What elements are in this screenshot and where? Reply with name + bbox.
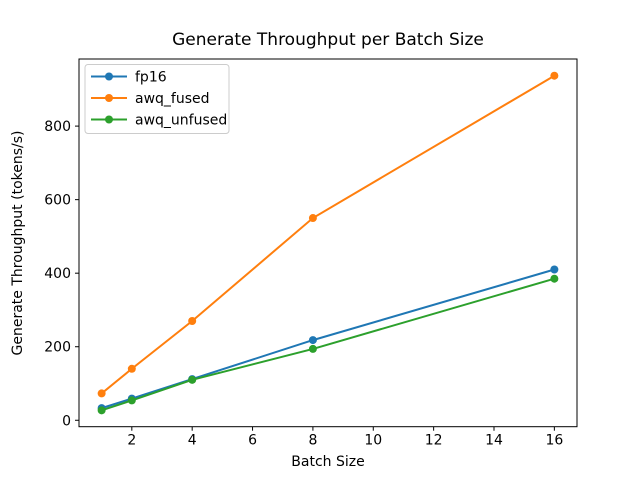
legend-label-awq_unfused: awq_unfused	[135, 113, 227, 129]
data-point-awq_fused	[97, 389, 106, 398]
x-tick-label: 4	[188, 433, 197, 449]
data-point-awq_fused	[188, 316, 197, 325]
data-point-awq_unfused	[188, 375, 197, 384]
x-tick-label: 8	[308, 433, 317, 449]
legend-marker	[105, 72, 113, 81]
legend-label-awq_fused: awq_fused	[135, 91, 210, 107]
x-tick-label: 12	[425, 433, 443, 449]
legend-box	[84, 64, 230, 134]
data-point-awq_unfused	[127, 396, 136, 405]
legend-label-fp16: fp16	[135, 70, 167, 86]
chart-title: Generate Throughput per Batch Size	[172, 30, 484, 50]
x-tick-label: 16	[545, 433, 563, 449]
x-tick-label: 14	[485, 433, 503, 449]
y-tick-label: 400	[44, 266, 71, 282]
x-tick-label: 10	[364, 433, 382, 449]
y-tick-label: 0	[62, 413, 71, 429]
x-axis-label: Batch Size	[291, 454, 364, 470]
y-tick-label: 800	[44, 119, 71, 135]
y-tick-label: 600	[44, 193, 71, 209]
data-point-awq_fused	[550, 71, 559, 80]
data-point-awq_unfused	[550, 274, 559, 283]
series-line-awq_unfused	[100, 277, 556, 412]
legend-marker	[105, 94, 113, 102]
data-point-fp16	[550, 265, 559, 274]
y-axis-label: Generate Throughput (tokens/s)	[10, 131, 26, 356]
legend-marker	[105, 115, 113, 124]
data-point-awq_fused	[308, 214, 317, 223]
data-point-fp16	[308, 336, 317, 345]
data-point-awq_fused	[127, 364, 136, 373]
x-tick-label: 6	[248, 433, 257, 449]
data-point-awq_unfused	[97, 406, 106, 415]
plot-area-border	[78, 58, 578, 428]
x-tick-label: 2	[127, 433, 136, 449]
data-point-awq_unfused	[308, 344, 317, 353]
y-tick-label: 200	[44, 340, 71, 356]
plot-root: 2 4 6 8 10 12 14 16 0 200 400 600 800 fp16 awq_fusedaw…	[44, 58, 578, 449]
